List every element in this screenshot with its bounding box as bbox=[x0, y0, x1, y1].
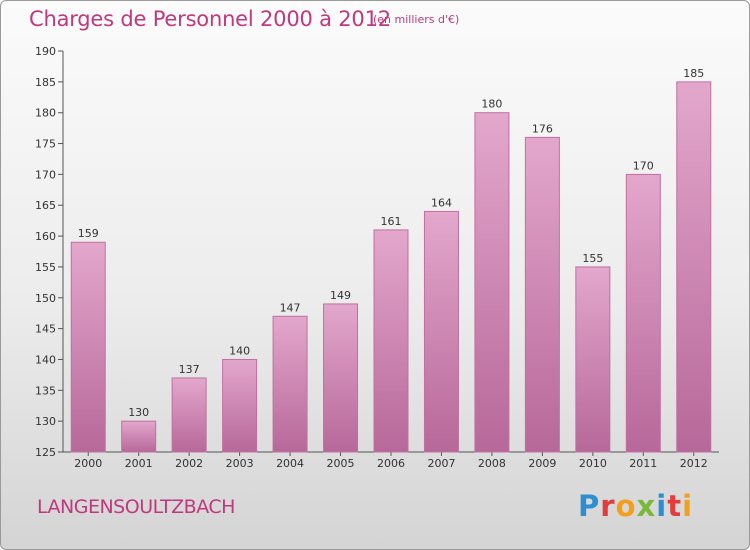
bar-2009 bbox=[524, 136, 560, 453]
axes: 1251301351401451501551601651701751801851… bbox=[35, 45, 719, 470]
bar-2000 bbox=[70, 241, 106, 453]
bar-2002 bbox=[171, 377, 207, 453]
data-label-2011: 170 bbox=[633, 159, 654, 172]
data-label-2010: 155 bbox=[582, 252, 603, 265]
x-tick-label: 2000 bbox=[74, 457, 102, 470]
x-tick-label: 2009 bbox=[528, 457, 556, 470]
y-tick-label: 185 bbox=[35, 76, 56, 89]
bar-2010 bbox=[575, 266, 611, 453]
y-tick-label: 175 bbox=[35, 138, 56, 151]
y-tick-label: 160 bbox=[35, 230, 56, 243]
x-tick-label: 2010 bbox=[579, 457, 607, 470]
bar-2004 bbox=[272, 315, 308, 453]
bar-2003 bbox=[222, 358, 258, 453]
data-label-2002: 137 bbox=[179, 363, 200, 376]
bar-2011 bbox=[625, 173, 661, 453]
x-tick-label: 2002 bbox=[175, 457, 203, 470]
bar-2012 bbox=[676, 81, 712, 453]
logo-letter: o bbox=[615, 489, 637, 523]
data-label-2006: 161 bbox=[381, 215, 402, 228]
bar-2007 bbox=[423, 210, 459, 453]
data-label-2004: 147 bbox=[280, 301, 301, 314]
logo-letter: i bbox=[656, 489, 668, 523]
y-tick-label: 135 bbox=[35, 384, 56, 397]
data-label-2001: 130 bbox=[128, 406, 149, 419]
data-label-2007: 164 bbox=[431, 196, 452, 209]
x-tick-label: 2011 bbox=[629, 457, 657, 470]
y-tick-label: 130 bbox=[35, 415, 56, 428]
data-label-2008: 180 bbox=[481, 98, 502, 111]
bars bbox=[70, 81, 712, 453]
x-tick-label: 2004 bbox=[276, 457, 304, 470]
proxiti-logo[interactable]: Proxiti bbox=[578, 489, 693, 523]
x-tick-label: 2008 bbox=[478, 457, 506, 470]
data-labels: 159 130 137 140 147 149 161 164 180 176 155 170 185 bbox=[78, 67, 705, 419]
logo-letter: t bbox=[667, 489, 683, 523]
y-tick-label: 190 bbox=[35, 45, 56, 58]
y-tick-label: 140 bbox=[35, 353, 56, 366]
logo-letter: r bbox=[600, 489, 616, 523]
x-tick-label: 2012 bbox=[680, 457, 708, 470]
data-label-2003: 140 bbox=[229, 344, 250, 357]
x-tick-label: 2001 bbox=[125, 457, 153, 470]
bar-2006 bbox=[373, 229, 409, 453]
chart-unit: (en milliers d'€) bbox=[373, 13, 460, 26]
y-tick-label: 165 bbox=[35, 199, 56, 212]
logo-letter: i bbox=[682, 489, 694, 523]
commune-name: LANGENSOULTZBACH bbox=[37, 496, 235, 518]
x-tick-label: 2007 bbox=[427, 457, 455, 470]
y-tick-label: 170 bbox=[35, 168, 56, 181]
chart-title: Charges de Personnel 2000 à 2012 bbox=[29, 7, 391, 31]
data-label-2009: 176 bbox=[532, 122, 553, 135]
data-label-2012: 185 bbox=[683, 67, 704, 80]
data-label-2005: 149 bbox=[330, 289, 351, 302]
y-tick-label: 125 bbox=[35, 446, 56, 459]
x-tick-label: 2006 bbox=[377, 457, 405, 470]
logo-letter: x bbox=[636, 489, 657, 523]
x-tick-label: 2005 bbox=[327, 457, 355, 470]
x-tick-label: 2003 bbox=[226, 457, 254, 470]
y-tick-label: 145 bbox=[35, 323, 56, 336]
logo-letter: P bbox=[578, 489, 601, 523]
bar-2008 bbox=[474, 112, 510, 453]
bar-2001 bbox=[121, 420, 157, 453]
y-tick-label: 180 bbox=[35, 107, 56, 120]
bar-2005 bbox=[323, 303, 359, 453]
data-label-2000: 159 bbox=[78, 227, 99, 240]
y-tick-label: 155 bbox=[35, 261, 56, 274]
y-tick-label: 150 bbox=[35, 292, 56, 305]
